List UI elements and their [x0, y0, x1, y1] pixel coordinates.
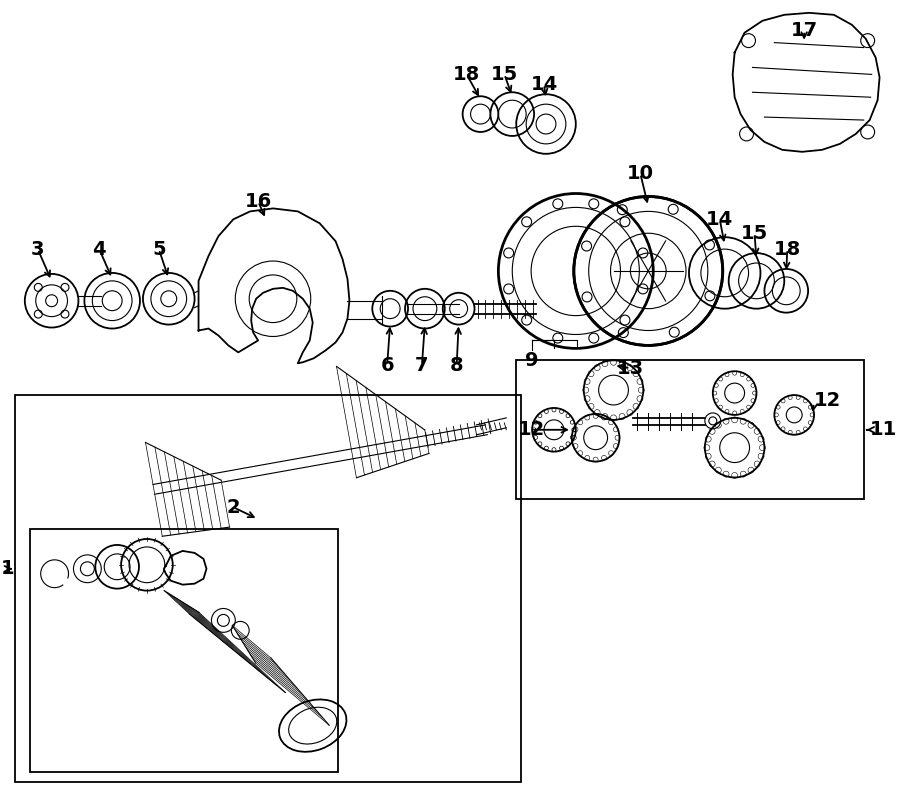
Text: 15: 15: [491, 65, 518, 84]
Text: 9: 9: [526, 350, 539, 370]
Bar: [517, 360, 864, 500]
Text: 14: 14: [706, 210, 733, 229]
Text: 13: 13: [616, 358, 644, 378]
Text: 16: 16: [245, 192, 272, 211]
Text: 17: 17: [790, 21, 818, 40]
Text: 18: 18: [774, 240, 801, 258]
Text: 12: 12: [814, 391, 842, 410]
Text: 3: 3: [31, 240, 44, 258]
Text: 6: 6: [381, 356, 394, 375]
Polygon shape: [164, 551, 206, 585]
Bar: [15, 395, 521, 782]
Text: 4: 4: [93, 240, 106, 258]
Text: 7: 7: [415, 356, 428, 375]
Circle shape: [574, 196, 723, 346]
Text: 18: 18: [453, 65, 481, 84]
Text: 1: 1: [1, 559, 14, 578]
Text: 11: 11: [869, 420, 897, 439]
Text: 8: 8: [450, 356, 464, 375]
Polygon shape: [733, 13, 879, 152]
Text: 14: 14: [530, 75, 558, 94]
Bar: [30, 529, 337, 772]
Text: 2: 2: [227, 498, 240, 516]
Text: 10: 10: [626, 164, 653, 183]
Polygon shape: [199, 209, 349, 363]
Text: 5: 5: [152, 240, 166, 258]
Text: 12: 12: [518, 420, 544, 439]
Text: 15: 15: [741, 224, 768, 243]
